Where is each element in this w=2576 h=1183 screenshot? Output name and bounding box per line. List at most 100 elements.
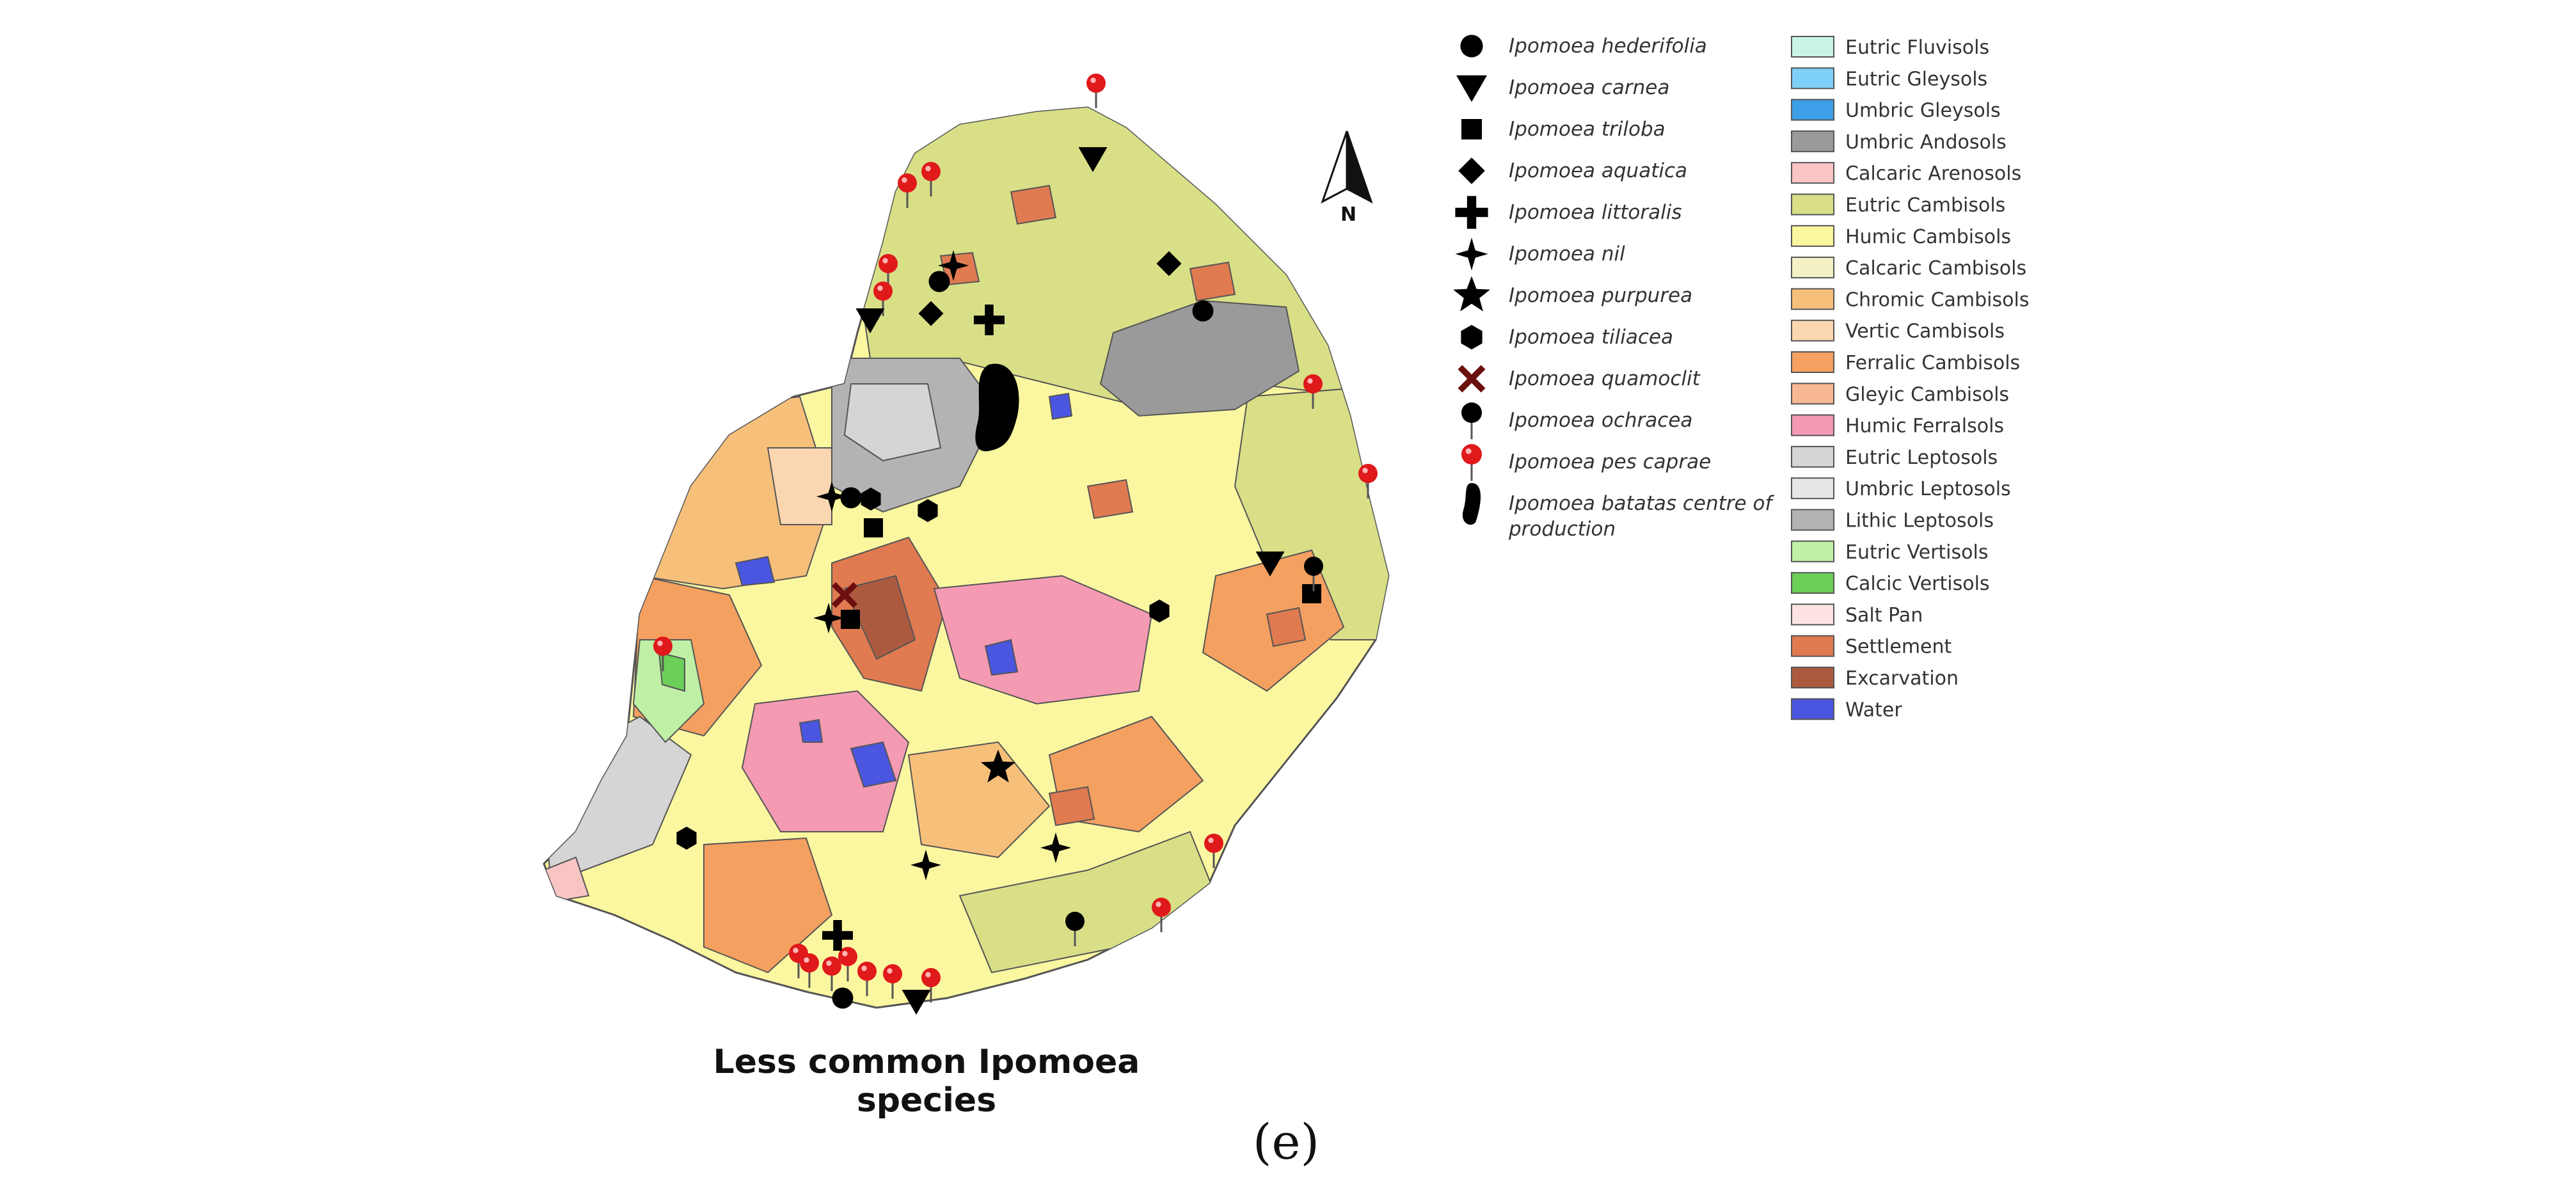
species-legend-item: Ipomoea quamoclit: [1458, 365, 1701, 393]
red-pin-icon: [1086, 74, 1106, 108]
soil-legend: Eutric Fluvisols Eutric Gleysols Umbric Gl…: [1791, 36, 2029, 721]
red-pin-icon: [883, 964, 902, 999]
red-pin-icon: [822, 957, 841, 991]
red-pin-icon: [857, 962, 877, 996]
circle-icon: [832, 987, 854, 1009]
soil-legend-item: Lithic Leptosols: [1791, 509, 1994, 532]
blob-icon: [975, 363, 1019, 452]
soil-swatch: [1791, 572, 1834, 594]
red-pin-icon: [1461, 444, 1482, 481]
diamond-icon: [1458, 157, 1485, 184]
soil-legend-label: Umbric Gleysols: [1845, 100, 2001, 122]
diamond-icon: [1156, 251, 1182, 276]
four-point-star-icon: [1040, 832, 1071, 863]
red-pin-icon: [1358, 464, 1378, 498]
soil-swatch: [1791, 383, 1834, 405]
species-markers: [653, 74, 1378, 1015]
square-icon: [1302, 584, 1321, 603]
red-pin-icon: [921, 968, 941, 1003]
soil-swatch: [1791, 603, 1834, 626]
black-pin-icon: [1304, 557, 1323, 591]
soil-swatch: [1791, 225, 1834, 247]
red-pin-icon: [873, 282, 893, 316]
black-pin-icon: [1461, 402, 1482, 440]
soil-legend-label: Umbric Leptosols: [1845, 478, 2011, 500]
soil-legend-item: Calcaric Cambisols: [1791, 257, 2026, 280]
soil-legend-item: Vertic Cambisols: [1791, 319, 2005, 343]
species-legend-label: Ipomoea tiliacea: [1509, 326, 1673, 349]
hexagon-icon: [676, 827, 697, 850]
species-legend-item: Ipomoea aquatica: [1458, 157, 1687, 184]
species-legend-label: Ipomoea purpurea: [1509, 284, 1692, 307]
soil-swatch: [1791, 130, 1834, 152]
star-icon: [980, 749, 1016, 783]
panel-label: (e): [1252, 1113, 1320, 1170]
hexagon-icon: [1149, 599, 1170, 623]
soil-swatch: [1791, 635, 1834, 657]
soil-legend-label: Lithic Leptosols: [1845, 510, 1994, 532]
species-legend-item: Ipomoea ochracea: [1461, 402, 1692, 440]
soil-legend-item: Eutric Leptosols: [1791, 445, 1998, 469]
four-point-star-icon: [813, 603, 844, 633]
soil-legend-label: Eutric Fluvisols: [1845, 36, 1989, 59]
square-icon: [1461, 119, 1482, 139]
species-legend: Ipomoea hederifolia Ipomoea carnea Ipomoea…: [1453, 35, 1774, 541]
soil-legend-item: Humic Ferralsols: [1791, 414, 2004, 438]
circle-icon: [1192, 300, 1214, 322]
red-pin-icon: [838, 947, 857, 981]
black-pin-icon: [1065, 912, 1085, 946]
red-pin-icon: [653, 637, 672, 671]
soil-legend-item: Eutric Fluvisols: [1791, 36, 1989, 59]
soil-legend-label: Eutric Vertisols: [1845, 541, 1988, 564]
four-point-star-icon: [1455, 237, 1488, 271]
soil-swatch: [1791, 319, 1834, 342]
soil-legend-item: Humic Cambisols: [1791, 225, 2011, 248]
soil-legend-label: Eutric Gleysols: [1845, 68, 1987, 90]
soil-legend-label: Humic Cambisols: [1845, 226, 2011, 248]
plus-icon: [974, 305, 1005, 335]
north-arrow: N: [1321, 131, 1373, 226]
north-label: N: [1340, 203, 1356, 226]
soil-legend-label: Excarvation: [1845, 667, 1959, 690]
soil-legend-label: Chromic Cambisols: [1845, 289, 2029, 311]
soil-legend-item: Salt Pan: [1791, 603, 1923, 626]
soil-legend-label: Umbric Andosols: [1845, 131, 2007, 154]
soil-swatch: [1791, 288, 1834, 310]
red-pin-icon: [800, 953, 819, 988]
soil-swatch: [1791, 509, 1834, 531]
species-legend-label: Ipomoea hederifolia: [1509, 35, 1707, 58]
soil-swatch: [1791, 540, 1834, 562]
species-legend-label: Ipomoea carnea: [1509, 76, 1669, 99]
species-legend-item: Ipomoea pes caprae: [1461, 444, 1711, 481]
soil-legend-item: Gleyic Cambisols: [1791, 383, 2009, 406]
red-pin-icon: [879, 254, 898, 289]
soil-swatch: [1791, 99, 1834, 121]
square-icon: [841, 610, 860, 629]
species-legend-label: Ipomoea pes caprae: [1509, 450, 1711, 473]
soil-swatch: [1791, 414, 1834, 436]
soil-legend-item: Umbric Andosols: [1791, 130, 2007, 154]
species-legend-item: Ipomoea batatas centre of production: [1462, 483, 1774, 541]
soil-legend-label: Humic Ferralsols: [1845, 415, 2004, 438]
soil-legend-label: Vertic Cambisols: [1845, 321, 2005, 343]
circle-icon: [1460, 35, 1483, 58]
species-legend-label: Ipomoea nil: [1509, 242, 1625, 266]
soil-legend-label: Calcaric Cambisols: [1845, 257, 2026, 280]
triangle-down-icon: [1255, 552, 1285, 576]
soil-legend-label: Ferralic Cambisols: [1845, 352, 2020, 374]
soil-legend-label: Calcic Vertisols: [1845, 573, 1990, 595]
species-legend-item: Ipomoea tiliacea: [1461, 324, 1673, 350]
soil-legend-item: Water: [1791, 698, 1902, 721]
red-pin-icon: [1152, 898, 1171, 932]
soil-swatch: [1791, 445, 1834, 468]
cross-icon: [831, 582, 858, 608]
species-legend-label: Ipomoea batatas centre of: [1509, 492, 1774, 515]
four-point-star-icon: [938, 250, 969, 281]
soil-swatch: [1791, 36, 1834, 58]
blob-icon: [1462, 483, 1481, 525]
plus-icon: [822, 920, 853, 951]
soil-legend-item: Settlement: [1791, 635, 1952, 658]
soil-legend-label: Settlement: [1845, 636, 1952, 658]
triangle-down-icon: [1456, 75, 1487, 102]
